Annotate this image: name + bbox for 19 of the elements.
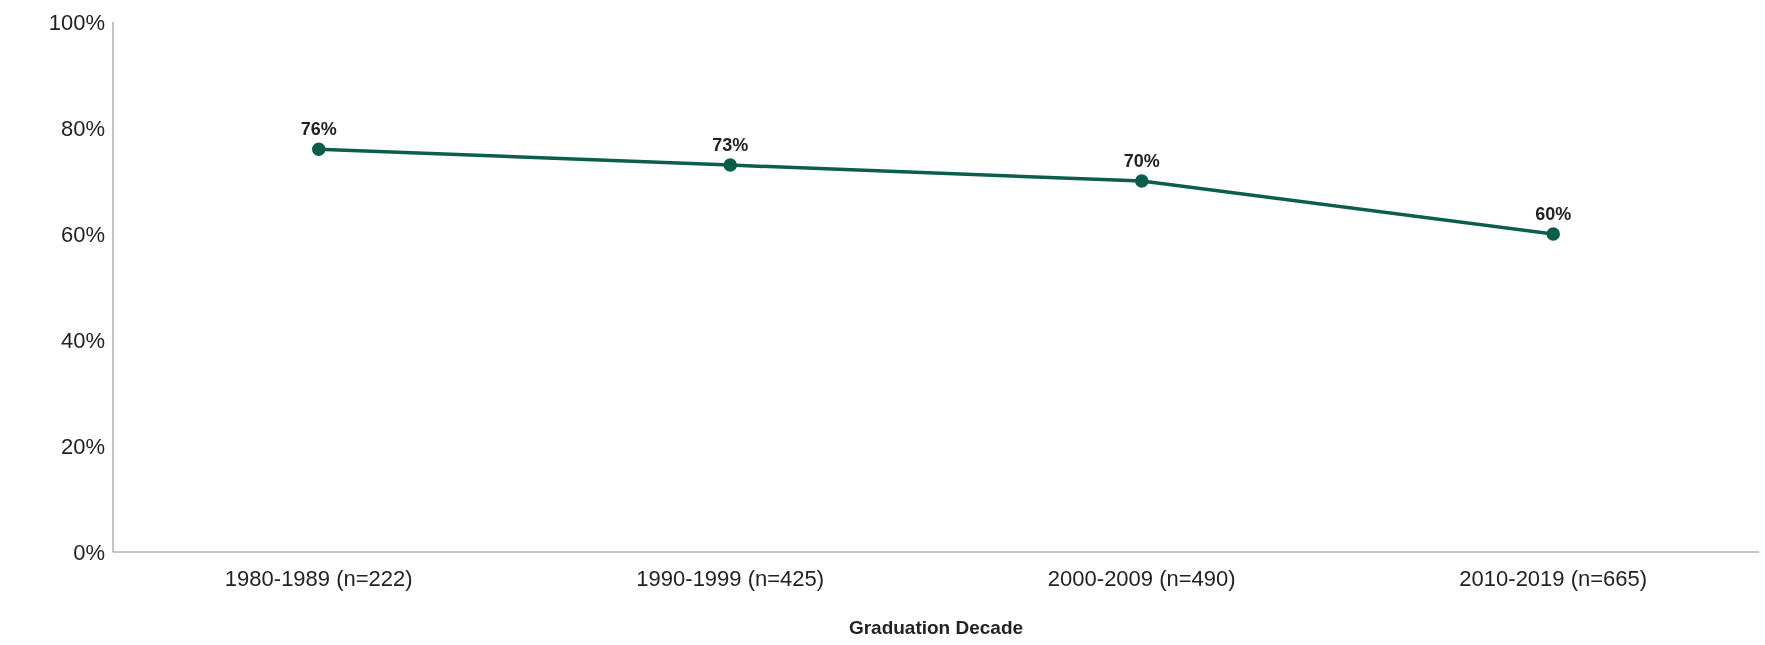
x-tick-label: 1980-1989 (n=222) xyxy=(224,565,413,591)
data-label: 73% xyxy=(712,135,749,156)
point xyxy=(312,142,326,156)
data-label: 76% xyxy=(300,119,337,140)
y-tick-label: 100% xyxy=(48,9,105,35)
y-tick-label: 80% xyxy=(60,115,105,141)
point xyxy=(723,158,737,172)
data-label: 60% xyxy=(1535,204,1572,224)
x-tick-label: 1990-1999 (n=425) xyxy=(636,565,825,591)
x-tick-label: 2000-2009 (n=490) xyxy=(1047,565,1236,591)
data-label: 70% xyxy=(1123,151,1160,171)
x-tick-label: 2010-2019 (n=665) xyxy=(1459,565,1648,591)
y-tick-label: 20% xyxy=(60,433,105,459)
y-tick-label: 40% xyxy=(60,327,105,353)
point xyxy=(1135,174,1149,188)
y-tick-label: 0% xyxy=(73,539,105,565)
y-tick-label: 60% xyxy=(60,221,105,247)
x-axis-title: Graduation Decade xyxy=(848,617,1024,638)
point xyxy=(1546,227,1560,241)
